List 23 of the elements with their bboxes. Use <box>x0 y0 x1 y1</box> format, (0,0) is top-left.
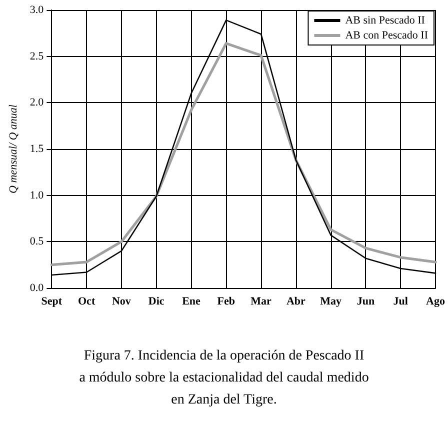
x-tick-label: Mar <box>250 296 272 308</box>
x-tick-label: Ene <box>182 296 201 308</box>
x-tick-label: Oct <box>78 296 96 308</box>
y-tick-label: 2.0 <box>30 96 44 109</box>
x-tick-label: Dic <box>148 296 164 308</box>
x-tick-label: Nov <box>112 296 132 308</box>
x-tick-label: May <box>320 296 342 308</box>
x-tick-label: Jun <box>356 296 375 308</box>
legend-label: AB con Pescado II <box>345 30 428 42</box>
y-tick-label: 1.5 <box>30 143 44 155</box>
x-tick-label: Jul <box>393 296 408 308</box>
y-tick-label: 0.0 <box>30 282 44 294</box>
text: Figura 7. Incidencia de la operación de Pescado II a módulo sobre la estacionalidad del caudal medido en Zanja del Tigre. <box>79 348 369 408</box>
x-tick-label: Sept <box>41 296 62 308</box>
y-tick-label: 1.0 <box>30 189 44 202</box>
x-tick-label: Feb <box>217 296 236 308</box>
y-tick-label: 0.5 <box>30 236 44 248</box>
legend-label: AB sin Pescado II <box>345 14 426 26</box>
x-tick-label: Ago <box>426 296 446 308</box>
y-axis-title: Q mensual/ Q anual <box>8 104 20 194</box>
x-tick-label: Abr <box>286 296 306 308</box>
y-tick-label: 2.5 <box>30 50 44 62</box>
y-tick-label: 3.0 <box>30 4 44 16</box>
